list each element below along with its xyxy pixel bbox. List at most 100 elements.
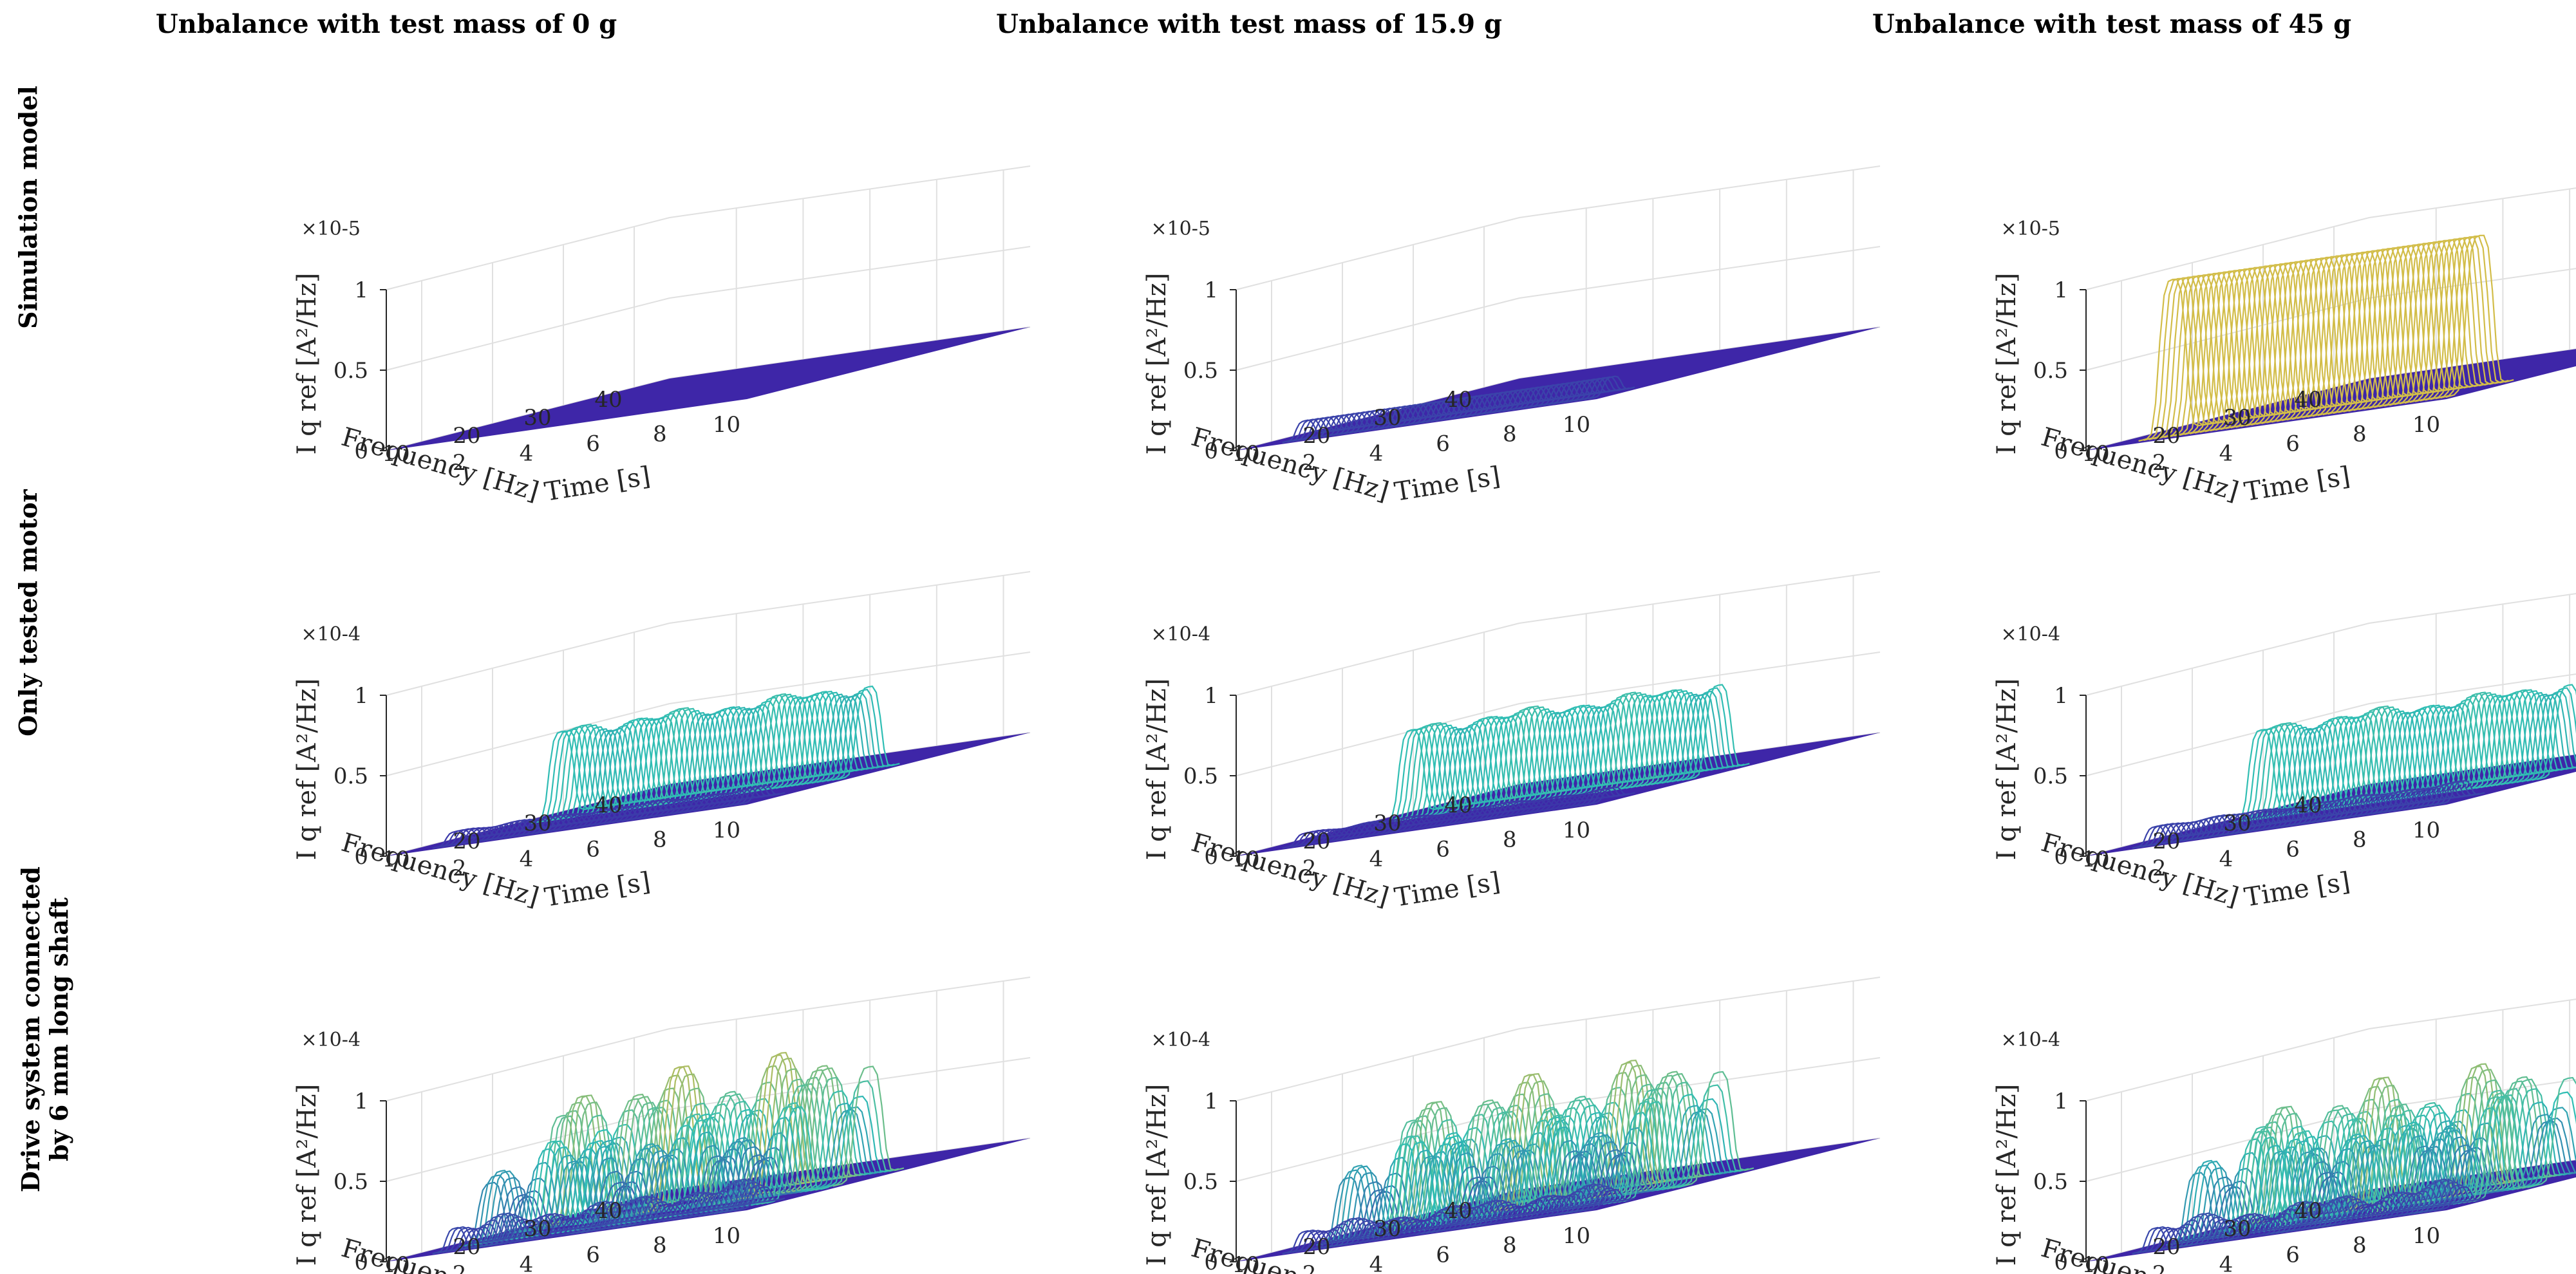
ridge-slice: [673, 1191, 719, 1221]
ridge-slice: [729, 786, 775, 807]
y-tick-label: 10: [1563, 412, 1590, 438]
ridge-slice: [1333, 412, 1379, 436]
grid-line: [669, 246, 1031, 299]
ridge-slice: [2143, 277, 2212, 441]
ridge-slice: [1672, 1098, 1744, 1188]
ridge-slice: [2432, 1144, 2495, 1208]
ridge-slice: [447, 1228, 494, 1253]
y-tick-label: 6: [2286, 1242, 2300, 1268]
ridge-slice: [1451, 717, 1514, 814]
spectral-ridge: [432, 784, 785, 849]
y-tick-label: 10: [2412, 818, 2440, 843]
z-multiplier-label: ×10-4: [2000, 623, 2060, 646]
ridge-slice: [1512, 386, 1559, 411]
ridge-slice: [1589, 1188, 1635, 1211]
ridge-slice: [735, 1065, 807, 1201]
ridge-slice: [1389, 404, 1436, 428]
ridge-slice: [1415, 400, 1462, 425]
ridge-slice: [2174, 273, 2243, 437]
z-tick-label: 0.5: [2033, 1169, 2068, 1195]
x-tick-label: 10: [1232, 441, 1259, 467]
ridge-slice: [2496, 689, 2559, 786]
ridge-slice: [648, 707, 711, 807]
ridge-slice: [1682, 1071, 1754, 1187]
z-tick-label: 0: [354, 438, 368, 464]
x-axis-label: Frequency [Hz]: [2038, 828, 2242, 912]
ridge-slice: [806, 693, 869, 785]
ridge-slice: [2193, 814, 2239, 840]
ridge-slice: [2403, 787, 2449, 810]
x-tick-label: 20: [1302, 423, 1330, 449]
ridge-slice: [1318, 414, 1364, 438]
ridge-slice: [1425, 1205, 1471, 1234]
ridge-slice: [2132, 1226, 2178, 1255]
ridge-slice: [2158, 822, 2204, 845]
grid-line: [1519, 977, 1881, 1029]
y-axis-label: Time [s]: [2242, 461, 2353, 507]
ridge-slice: [1451, 395, 1497, 420]
y-tick-label: 2: [2152, 450, 2167, 476]
ridge-slice: [1313, 415, 1359, 439]
ridge-slice: [1687, 684, 1750, 780]
spectral-ridge: [2132, 1178, 2485, 1255]
ridge-slice: [1559, 705, 1622, 799]
ridge-slice: [2224, 811, 2270, 836]
grid-line: [2085, 623, 2370, 696]
ridge-slice: [1616, 1089, 1688, 1197]
ridge-slice: [2434, 1184, 2480, 1212]
ridge-slice: [1528, 711, 1592, 803]
grid-line: [2085, 297, 2370, 371]
y-tick-label: 2: [2152, 856, 2167, 881]
ridge-slice: [1302, 416, 1349, 441]
x-tick-label: 20: [453, 1234, 480, 1260]
x-tick-label: 40: [1444, 792, 1472, 818]
y-tick-label: 6: [1436, 837, 1450, 863]
x-tick-label: 30: [2223, 1216, 2251, 1242]
ridge-slice: [488, 1213, 534, 1247]
ridge-slice: [1518, 710, 1581, 805]
grid-line: [386, 703, 670, 776]
ridge-slice: [555, 1216, 601, 1237]
ridge-slice: [1579, 787, 1625, 807]
ridge-slice: [2485, 690, 2549, 788]
ridge-slice: [541, 1101, 612, 1229]
ridge-slice: [1420, 399, 1466, 424]
ridge-slice: [802, 1090, 874, 1192]
ridge-slice: [2414, 239, 2483, 402]
y-tick-label: 4: [1369, 1251, 1384, 1274]
ridge-slice: [2399, 241, 2468, 405]
ridge-slice: [1537, 382, 1584, 407]
ridge-slice: [724, 787, 770, 807]
ridge-slice: [2148, 277, 2217, 440]
ridge-slice: [2440, 235, 2509, 399]
ridge-slice: [581, 729, 644, 817]
ridge-slice: [2316, 798, 2362, 823]
y-tick-label: 4: [2219, 846, 2233, 872]
ridge-slice: [2255, 808, 2301, 832]
z-tick-label: 0.5: [1183, 1169, 1218, 1195]
ridge-slice: [2480, 692, 2544, 789]
ridge-slice: [1584, 787, 1630, 806]
ridge-slice: [2345, 1145, 2408, 1221]
ridge-slice: [1439, 1165, 1502, 1228]
z-multiplier-label: ×10-4: [301, 1029, 361, 1051]
ridge-slice: [503, 1219, 550, 1244]
x-tick-label: 40: [594, 792, 622, 818]
ridge-slice: [576, 729, 639, 818]
ridge-slice: [2468, 1092, 2531, 1203]
ridge-slice: [2490, 689, 2553, 787]
ridge-slice: [2471, 1094, 2543, 1196]
y-tick-label: 6: [586, 431, 600, 457]
y-tick-label: 2: [453, 856, 467, 881]
ridge-slice: [1589, 375, 1635, 400]
ridge-slice: [787, 1065, 858, 1194]
y-tick-label: 2: [1302, 450, 1317, 476]
grid-line: [1236, 217, 1520, 290]
ridge-slice: [2537, 684, 2576, 780]
ridge-slice: [2465, 695, 2528, 791]
ridge-slice: [2220, 267, 2289, 430]
ridge-slice: [1431, 727, 1494, 817]
ridge-slice: [2142, 823, 2188, 848]
ridge-slice: [766, 1106, 829, 1204]
